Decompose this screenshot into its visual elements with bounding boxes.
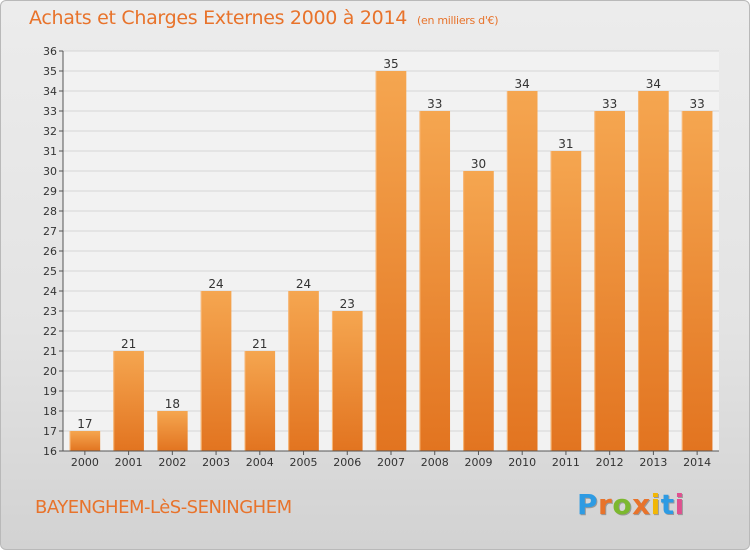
bars [69, 71, 713, 451]
x-tick-label: 2007 [377, 456, 405, 469]
y-tick-label: 26 [43, 245, 57, 258]
x-tick-label: 2005 [290, 456, 318, 469]
bar-2001 [113, 351, 144, 451]
bar-2009 [463, 171, 494, 451]
y-tick-label: 24 [43, 285, 57, 298]
logo-letter: i [674, 488, 685, 521]
y-tick-label: 31 [43, 145, 57, 158]
y-tick-label: 18 [43, 405, 57, 418]
x-tick-label: 2000 [71, 456, 99, 469]
data-label: 30 [471, 157, 486, 171]
y-tick-label: 28 [43, 205, 57, 218]
x-tick-label: 2006 [333, 456, 361, 469]
data-labels: 17 21 18 24 21 24 23 35 33 30 34 31 33 34 33 [77, 57, 705, 431]
y-tick-label: 36 [43, 45, 57, 58]
x-tick-label: 2013 [639, 456, 667, 469]
y-tick-label: 20 [43, 365, 57, 378]
logo-letter: x [632, 488, 651, 521]
y-tick-label: 30 [43, 165, 57, 178]
x-axis-ticks: 2000 2001 2002 2003 2004 2005 2006 2007 2008 2009… [71, 451, 711, 469]
x-tick-label: 2003 [202, 456, 230, 469]
y-tick-label: 19 [43, 385, 57, 398]
x-tick-label: 2001 [115, 456, 143, 469]
y-axis-ticks: 16 17 18 19 20 21 22 23 24 25 26 27 28 29 30 31 32 33 34 35… [43, 45, 63, 458]
chart-subtitle: (en milliers d'€) [417, 14, 499, 27]
y-tick-label: 29 [43, 185, 57, 198]
x-tick-label: 2011 [552, 456, 580, 469]
data-label: 21 [121, 337, 136, 351]
x-tick-label: 2010 [508, 456, 536, 469]
data-label: 35 [383, 57, 398, 71]
y-tick-label: 27 [43, 225, 57, 238]
data-label: 33 [689, 97, 704, 111]
logo-letter: o [612, 488, 633, 521]
logo-letter: i [650, 488, 661, 521]
data-label: 24 [296, 277, 311, 291]
x-tick-label: 2014 [683, 456, 711, 469]
bar-2003 [200, 291, 232, 451]
logo-letter: P [577, 488, 599, 521]
bar-2007 [375, 71, 407, 451]
bar-2005 [288, 291, 319, 451]
y-tick-label: 21 [43, 345, 57, 358]
y-tick-label: 25 [43, 265, 57, 278]
x-tick-label: 2009 [464, 456, 492, 469]
data-label: 24 [208, 277, 223, 291]
bar-2002 [157, 411, 188, 451]
data-label: 34 [646, 77, 661, 91]
x-tick-label: 2008 [421, 456, 449, 469]
data-label: 34 [515, 77, 530, 91]
chart-title-text: Achats et Charges Externes 2000 à 2014 [29, 7, 408, 29]
chart-title: Achats et Charges Externes 2000 à 2014 (e… [29, 7, 499, 29]
y-tick-label: 33 [43, 105, 57, 118]
bar-2010 [506, 91, 538, 451]
y-tick-label: 32 [43, 125, 57, 138]
commune-name: BAYENGHEM-LèS-SENINGHEM [35, 497, 292, 518]
bar-2013 [638, 91, 669, 451]
data-label: 18 [165, 397, 180, 411]
logo-letter: r [598, 488, 613, 521]
x-tick-label: 2004 [246, 456, 274, 469]
x-tick-label: 2002 [158, 456, 186, 469]
y-tick-label: 22 [43, 325, 57, 338]
bar-2004 [244, 351, 276, 451]
bar-2008 [419, 111, 451, 451]
y-tick-label: 16 [43, 445, 57, 458]
bar-2000 [69, 431, 101, 451]
data-label: 21 [252, 337, 267, 351]
bar-2012 [594, 111, 625, 451]
data-label: 33 [602, 97, 617, 111]
data-label: 33 [427, 97, 442, 111]
y-tick-label: 35 [43, 65, 57, 78]
y-tick-label: 17 [43, 425, 57, 438]
y-tick-label: 23 [43, 305, 57, 318]
bar-2011 [550, 151, 582, 451]
bar-2006 [331, 311, 363, 451]
data-label: 31 [558, 137, 573, 151]
data-label: 17 [77, 417, 92, 431]
proxiti-logo: Proxiti [577, 488, 685, 521]
logo-letter: t [660, 488, 675, 521]
x-tick-label: 2012 [596, 456, 624, 469]
y-tick-label: 34 [43, 85, 57, 98]
bar-2014 [681, 111, 713, 451]
data-label: 23 [340, 297, 355, 311]
